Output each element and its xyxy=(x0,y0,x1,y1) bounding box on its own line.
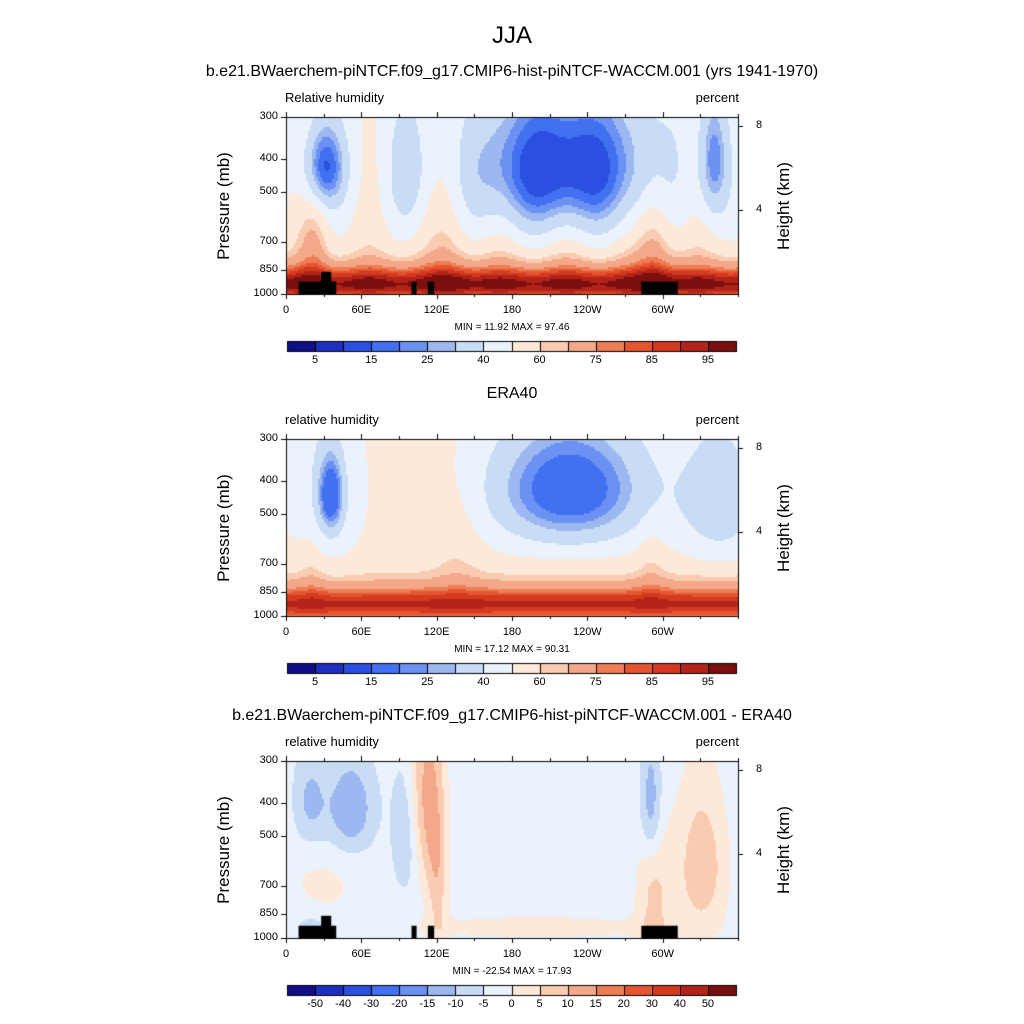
y2-tick-label: 8 xyxy=(756,118,763,131)
x-tick-label: 60E xyxy=(351,626,372,638)
y-tick-label: 500 xyxy=(259,507,278,520)
colorbar-3-label: 15 xyxy=(589,998,602,1010)
y2-tick-label: 4 xyxy=(756,524,763,537)
colorbar-3-label: 40 xyxy=(673,998,686,1010)
y-axis-label: Pressure (mb) xyxy=(214,795,233,904)
y-tick-label: 1000 xyxy=(253,931,278,943)
colorbar-1-label: 5 xyxy=(312,354,319,366)
y-tick-label: 400 xyxy=(259,152,278,165)
y2-axis-label: Height (km) xyxy=(774,483,793,572)
x-tick-label: 120E xyxy=(423,304,450,316)
colorbar-3-label: 0 xyxy=(508,998,515,1010)
colorbar-3-label: 50 xyxy=(701,998,715,1010)
x-tick-label: 60W xyxy=(651,626,674,638)
x-tick-label: 120W xyxy=(572,304,602,316)
y2-axis-label: Height (km) xyxy=(774,161,793,250)
colorbar-2-label: 60 xyxy=(533,676,546,688)
panel-1-minmax: MIN = 11.92 MAX = 97.46 xyxy=(454,322,570,333)
y-tick-label: 850 xyxy=(259,263,278,276)
panel-3-title: b.e21.BWaerchem-piNTCF.f09_g17.CMIP6-his… xyxy=(232,707,792,724)
colorbar-2-label: 15 xyxy=(365,676,378,688)
colorbar-2-label: 5 xyxy=(312,676,319,688)
colorbar-3-label: -50 xyxy=(307,998,324,1010)
y-tick-label: 500 xyxy=(259,829,278,842)
colorbar-3-label: -5 xyxy=(478,998,489,1010)
y-tick-label: 1000 xyxy=(253,287,278,299)
y-tick-label: 300 xyxy=(259,754,278,766)
y2-tick-label: 8 xyxy=(756,762,763,775)
y-axis-label: Pressure (mb) xyxy=(214,151,233,260)
colorbar-3-label: 10 xyxy=(561,998,574,1010)
colorbar-3-label: -15 xyxy=(419,998,436,1010)
y-axis-label: Pressure (mb) xyxy=(214,473,233,582)
colorbar-3-label: 30 xyxy=(645,998,658,1010)
panel-1-left-string: Relative humidity xyxy=(285,90,384,105)
x-tick-label: 120E xyxy=(423,948,450,960)
y-tick-label: 700 xyxy=(259,234,278,247)
colorbar-1-label: 15 xyxy=(365,354,378,366)
panel-1-right-string: percent xyxy=(695,90,739,105)
panel-2-minmax: MIN = 17.12 MAX = 90.31 xyxy=(454,644,570,655)
x-tick-label: 120W xyxy=(572,626,602,638)
y-tick-label: 850 xyxy=(259,585,278,598)
colorbar-1-label: 40 xyxy=(477,354,490,366)
colorbar-2-label: 75 xyxy=(589,676,602,688)
y-tick-label: 850 xyxy=(259,907,278,920)
panel-3-right-string: percent xyxy=(695,734,739,749)
colorbar-3-label: -40 xyxy=(335,998,352,1010)
y-tick-label: 1000 xyxy=(253,609,278,621)
y-tick-label: 700 xyxy=(259,878,278,891)
panel-1-title: b.e21.BWaerchem-piNTCF.f09_g17.CMIP6-his… xyxy=(205,63,819,80)
colorbar-3-label: -10 xyxy=(447,998,464,1010)
colorbar-2-label: 95 xyxy=(701,676,715,688)
panel-2-title: ERA40 xyxy=(486,385,538,402)
y-tick-label: 300 xyxy=(259,110,278,122)
y-tick-label: 400 xyxy=(259,796,278,809)
colorbar-2-label: 25 xyxy=(421,676,434,688)
colorbar-3-label: -30 xyxy=(363,998,380,1010)
x-tick-label: 60W xyxy=(651,948,674,960)
y2-tick-label: 8 xyxy=(756,440,763,453)
y2-tick-label: 4 xyxy=(756,846,763,859)
y-tick-label: 300 xyxy=(259,432,278,444)
x-tick-label: 0 xyxy=(282,304,290,316)
colorbar-3-label: 20 xyxy=(617,998,630,1010)
panel-2-left-string: relative humidity xyxy=(285,412,379,427)
panel-3-left-string: relative humidity xyxy=(285,734,379,749)
y2-tick-label: 4 xyxy=(756,202,763,215)
x-tick-label: 60W xyxy=(651,304,674,316)
x-tick-label: 120W xyxy=(572,948,602,960)
colorbar-1-label: 85 xyxy=(645,354,658,366)
colorbar-1-label: 60 xyxy=(533,354,546,366)
panel-3-minmax: MIN = -22.54 MAX = 17.93 xyxy=(452,966,572,977)
y2-axis-label: Height (km) xyxy=(774,805,793,894)
colorbar-2-label: 40 xyxy=(477,676,490,688)
x-tick-label: 180 xyxy=(502,304,522,316)
x-tick-label: 0 xyxy=(282,626,290,638)
colorbar-3-label: -20 xyxy=(391,998,408,1010)
x-tick-label: 60E xyxy=(351,948,372,960)
colorbar-1-label: 25 xyxy=(421,354,434,366)
colorbar-1-label: 75 xyxy=(589,354,602,366)
colorbar-3-label: 5 xyxy=(536,998,543,1010)
x-tick-label: 0 xyxy=(282,948,290,960)
main-title: JJA xyxy=(491,22,532,49)
colorbar-1-label: 95 xyxy=(701,354,715,366)
y-tick-label: 400 xyxy=(259,474,278,487)
colorbar-2-label: 85 xyxy=(645,676,658,688)
y-tick-label: 500 xyxy=(259,185,278,198)
x-tick-label: 120E xyxy=(423,626,450,638)
x-tick-label: 60E xyxy=(351,304,372,316)
x-tick-label: 180 xyxy=(502,626,522,638)
x-tick-label: 180 xyxy=(502,948,522,960)
y-tick-label: 700 xyxy=(259,556,278,569)
panel-2-right-string: percent xyxy=(695,412,739,427)
